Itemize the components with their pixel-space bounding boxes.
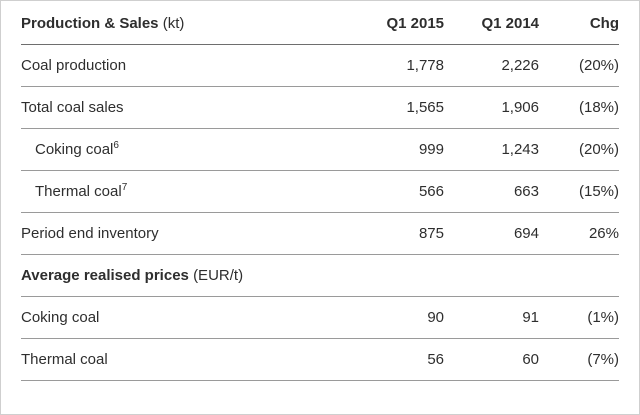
table-title: Production & Sales (21, 15, 159, 32)
section-title-unit: (EUR/t) (193, 267, 244, 284)
table-row: Period end inventory 875 694 26% (21, 212, 619, 255)
production-sales-table: Production & Sales (kt) Q1 2015 Q1 2014 … (21, 3, 619, 381)
value-q1-2015: 56 (349, 338, 444, 381)
value-q1-2014: 663 (444, 170, 539, 213)
row-label: Coal production (21, 44, 349, 87)
value-chg: 26% (539, 212, 619, 255)
section-header-row: Average realised prices (EUR/t) (21, 254, 619, 297)
value-q1-2014: 694 (444, 212, 539, 255)
value-q1-2015: 1,778 (349, 44, 444, 87)
column-header-chg: Chg (539, 3, 619, 45)
value-chg: (18%) (539, 86, 619, 129)
value-chg: (15%) (539, 170, 619, 213)
row-label: Coking coal6 (21, 128, 349, 171)
value-q1-2015: 90 (349, 296, 444, 339)
table-row: Coking coal 90 91 (1%) (21, 296, 619, 339)
value-q1-2015: 566 (349, 170, 444, 213)
row-label: Total coal sales (21, 86, 349, 129)
footnote-marker: 7 (121, 182, 128, 193)
row-label-text: Thermal coal (35, 183, 122, 200)
table-row: Coking coal6 999 1,243 (20%) (21, 128, 619, 171)
table-row: Thermal coal7 566 663 (15%) (21, 170, 619, 213)
row-label: Thermal coal7 (21, 170, 349, 213)
value-chg: (20%) (539, 128, 619, 171)
value-q1-2014: 1,243 (444, 128, 539, 171)
value-chg: (1%) (539, 296, 619, 339)
value-q1-2015: 1,565 (349, 86, 444, 129)
value-q1-2014: 60 (444, 338, 539, 381)
table-row: Coal production 1,778 2,226 (20%) (21, 44, 619, 87)
section-title: Average realised prices (21, 267, 189, 284)
section-title-cell: Average realised prices (EUR/t) (21, 254, 619, 297)
value-q1-2014: 2,226 (444, 44, 539, 87)
row-label: Coking coal (21, 296, 349, 339)
row-label: Period end inventory (21, 212, 349, 255)
footnote-marker: 6 (113, 140, 119, 151)
value-chg: (7%) (539, 338, 619, 381)
value-q1-2015: 875 (349, 212, 444, 255)
table-title-unit: (kt) (162, 15, 185, 32)
table-row: Thermal coal 56 60 (7%) (21, 338, 619, 381)
value-q1-2015: 999 (349, 128, 444, 171)
column-header-q1-2015: Q1 2015 (349, 3, 444, 45)
row-label-text: Coking coal (35, 141, 114, 158)
column-header-q1-2014: Q1 2014 (444, 3, 539, 45)
value-q1-2014: 91 (444, 296, 539, 339)
row-label: Thermal coal (21, 338, 349, 381)
table-header-row: Production & Sales (kt) Q1 2015 Q1 2014 … (21, 3, 619, 45)
table-row: Total coal sales 1,565 1,906 (18%) (21, 86, 619, 129)
table-title-cell: Production & Sales (kt) (21, 3, 349, 45)
value-chg: (20%) (539, 44, 619, 87)
value-q1-2014: 1,906 (444, 86, 539, 129)
